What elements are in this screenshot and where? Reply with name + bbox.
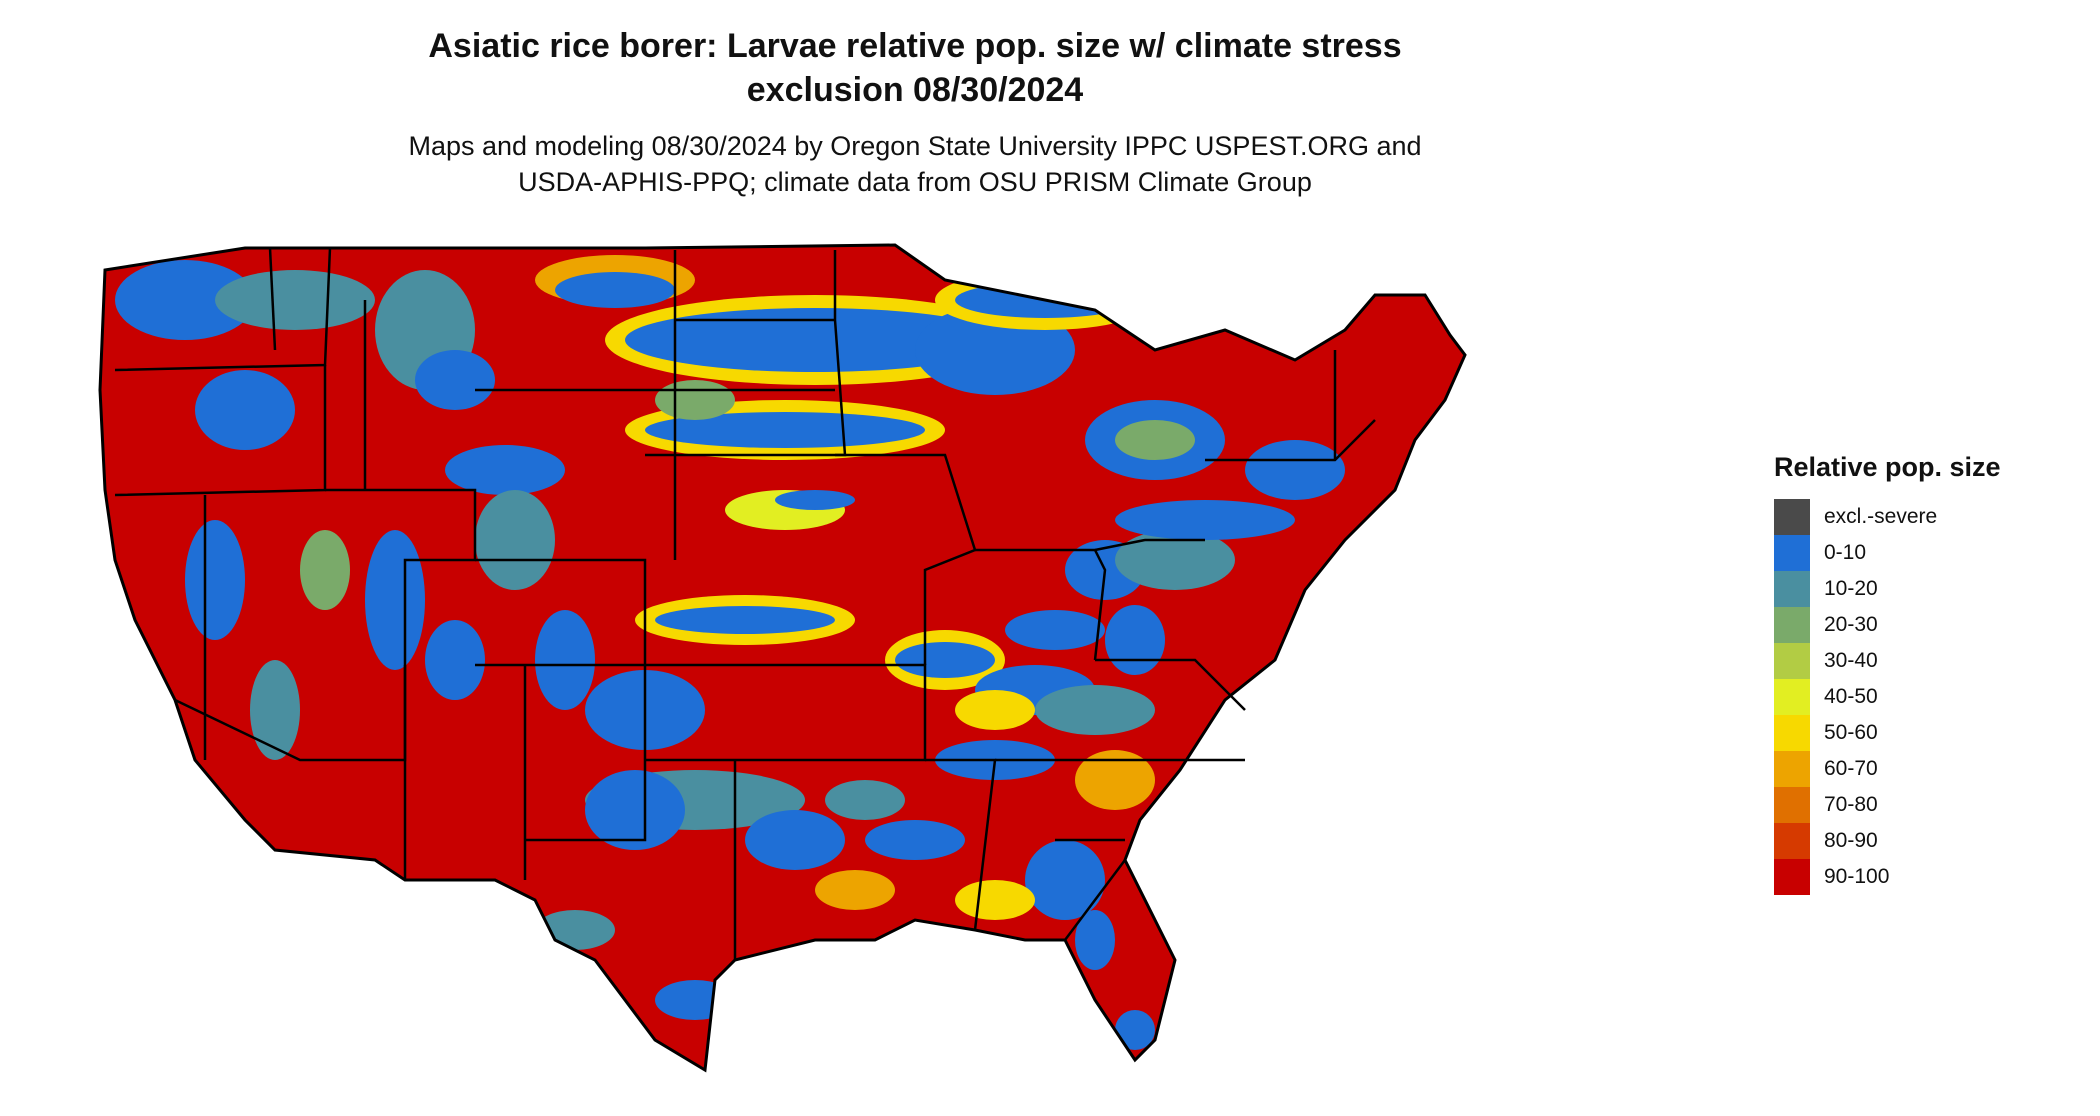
- legend-item: excl.-severe: [1774, 499, 2001, 535]
- legend-item: 0-10: [1774, 535, 2001, 571]
- legend-swatch: [1774, 859, 1810, 895]
- legend: Relative pop. size excl.-severe 0-10 10-20…: [1774, 452, 2001, 895]
- subtitle-line-1: Maps and modeling 08/30/2024 by Oregon S…: [408, 131, 1422, 161]
- legend-label: 60-70: [1824, 757, 1878, 780]
- legend-swatch: [1774, 499, 1810, 535]
- subtitle-line-2: USDA-APHIS-PPQ; climate data from OSU PR…: [518, 167, 1312, 197]
- legend-item: 80-90: [1774, 823, 2001, 859]
- country-outline: [98, 243, 1467, 1073]
- legend-swatch: [1774, 607, 1810, 643]
- legend-label: 80-90: [1824, 829, 1878, 852]
- legend-swatch: [1774, 643, 1810, 679]
- legend-label: 90-100: [1824, 865, 1890, 888]
- legend-swatch: [1774, 535, 1810, 571]
- legend-swatch: [1774, 571, 1810, 607]
- map-subtitle: Maps and modeling 08/30/2024 by Oregon S…: [0, 128, 1830, 200]
- legend-item: 50-60: [1774, 715, 2001, 751]
- legend-swatch: [1774, 751, 1810, 787]
- legend-swatch: [1774, 679, 1810, 715]
- legend-item: 90-100: [1774, 859, 2001, 895]
- legend-label: 70-80: [1824, 793, 1878, 816]
- legend-label: excl.-severe: [1824, 505, 1938, 528]
- legend-swatch: [1774, 715, 1810, 751]
- legend-items: excl.-severe 0-10 10-20 20-30 30-40 40-50 50-6…: [1774, 499, 2001, 895]
- legend-label: 40-50: [1824, 685, 1878, 708]
- legend-label: 0-10: [1824, 541, 1867, 564]
- legend-swatch: [1774, 787, 1810, 823]
- legend-label: 50-60: [1824, 721, 1878, 744]
- legend-label: 10-20: [1824, 577, 1878, 600]
- legend-swatch: [1774, 823, 1810, 859]
- legend-item: 60-70: [1774, 751, 2001, 787]
- title-line-2: exclusion 08/30/2024: [746, 71, 1084, 109]
- legend-label: 30-40: [1824, 649, 1878, 672]
- legend-item: 40-50: [1774, 679, 2001, 715]
- map-title: Asiatic rice borer: Larvae relative pop.…: [0, 24, 1830, 112]
- legend-item: 10-20: [1774, 571, 2001, 607]
- legend-title: Relative pop. size: [1774, 452, 2001, 482]
- legend-label: 20-30: [1824, 613, 1878, 636]
- legend-item: 70-80: [1774, 787, 2001, 823]
- legend-item: 30-40: [1774, 643, 2001, 679]
- state-boundaries: [114, 247, 1376, 960]
- us-choropleth-map: [98, 243, 1467, 1073]
- legend-item: 20-30: [1774, 607, 2001, 643]
- title-line-1: Asiatic rice borer: Larvae relative pop.…: [428, 27, 1402, 65]
